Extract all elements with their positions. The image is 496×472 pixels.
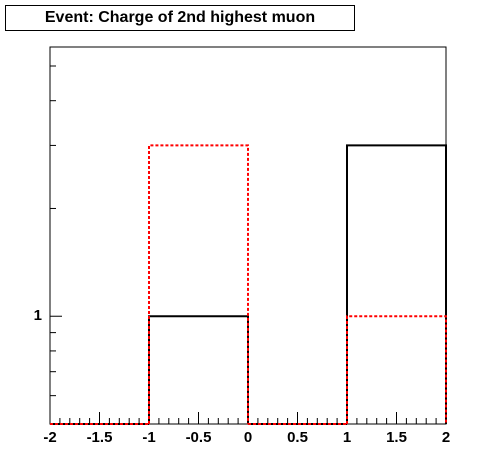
x-tick-label: -1.5	[87, 429, 113, 446]
x-tick-label: -0.5	[186, 429, 212, 446]
title-box	[5, 5, 355, 31]
histogram-bin	[148, 144, 249, 424]
histogram-bin	[346, 315, 447, 424]
x-tick-label: 2	[442, 429, 450, 446]
chart-title: Event: Charge of 2nd highest muon	[45, 9, 315, 26]
x-tick-label: -1	[142, 429, 155, 446]
x-tick-label: 0.5	[287, 429, 308, 446]
x-tick-label: 1.5	[386, 429, 407, 446]
x-tick-label: 0	[244, 429, 252, 446]
x-tick-label: -2	[43, 429, 56, 446]
x-tick-label: 1	[343, 429, 351, 446]
y-tick-label: 1	[34, 307, 42, 324]
histogram-bin	[346, 144, 447, 424]
